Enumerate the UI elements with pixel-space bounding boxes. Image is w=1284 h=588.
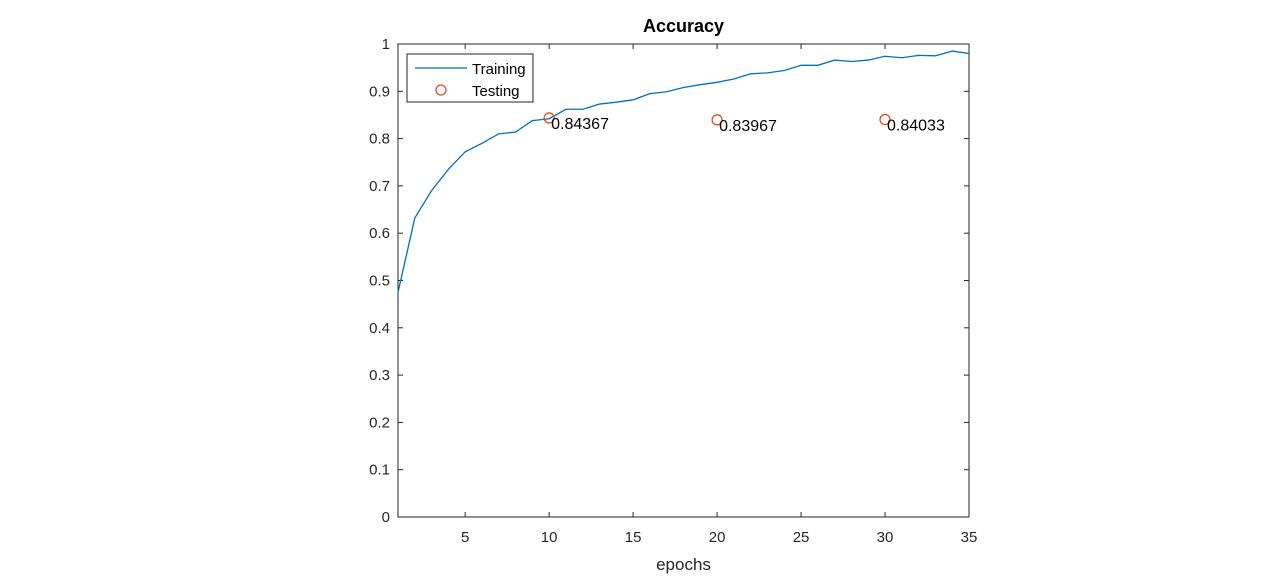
y-tick-label: 0.5 (369, 273, 390, 290)
x-tick-label: 5 (461, 529, 469, 546)
y-tick-label: 0.2 (369, 414, 390, 431)
legend-testing-label: Testing (472, 83, 520, 100)
legend-testing-swatch (435, 84, 447, 96)
testing-point-marker (879, 113, 891, 126)
data-label: 0.84367 (551, 116, 609, 133)
y-tick-label: 0.4 (369, 320, 390, 337)
legend-training-label: Training (472, 61, 526, 78)
y-tick-label: 0.7 (369, 178, 390, 195)
data-label: 0.84033 (887, 118, 945, 135)
legend-box (406, 53, 534, 103)
training-series-line (397, 50, 970, 293)
x-axis-label: epochs (656, 555, 711, 574)
y-tick-label: 0.9 (369, 83, 390, 100)
y-tick-label: 0.8 (369, 131, 390, 148)
y-tick-label: 0.1 (369, 462, 390, 479)
y-tick-label: 1 (382, 36, 390, 53)
testing-point-marker (711, 114, 723, 126)
x-tick-label: 30 (877, 529, 894, 546)
chart-title: Accuracy (643, 16, 724, 36)
y-tick-label: 0.3 (369, 367, 390, 384)
x-tick-label: 10 (541, 529, 558, 546)
x-tick-label: 25 (793, 529, 810, 546)
x-tick-label: 20 (709, 529, 726, 546)
x-tick-label: 15 (625, 529, 642, 546)
plot-area-box (397, 43, 970, 518)
testing-point-marker (543, 112, 555, 124)
data-label: 0.83967 (719, 118, 777, 135)
y-tick-label: 0.6 (369, 225, 390, 242)
y-tick-label: 0 (382, 509, 390, 526)
x-tick-label: 35 (961, 529, 978, 546)
